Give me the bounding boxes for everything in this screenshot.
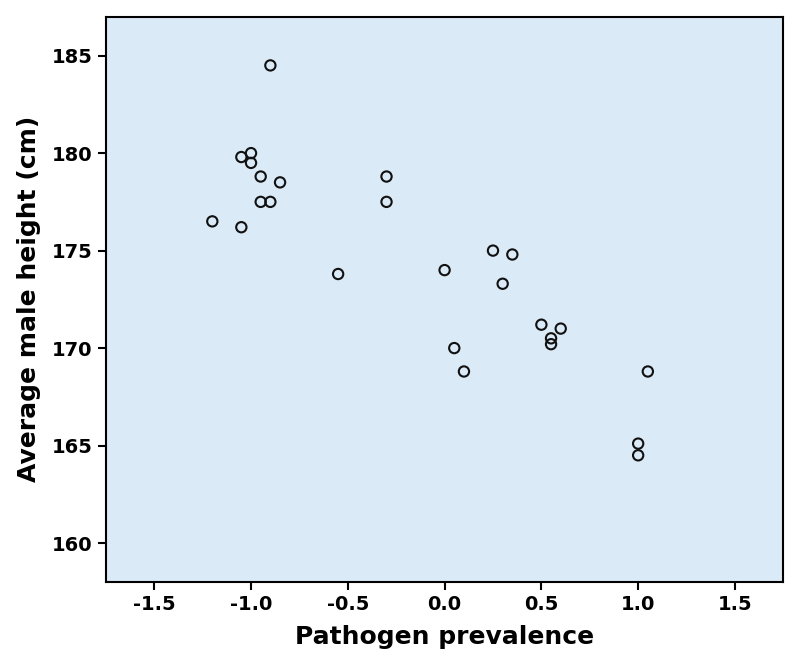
Point (245, 148, 258, 159)
Point (632, 450, 645, 461)
Point (458, 366, 470, 377)
Point (264, 196, 277, 207)
Point (545, 333, 558, 344)
Point (496, 278, 509, 289)
Point (486, 245, 499, 256)
Point (254, 196, 267, 207)
Point (254, 171, 267, 182)
X-axis label: Pathogen prevalence: Pathogen prevalence (295, 625, 594, 649)
Point (235, 222, 248, 232)
Point (506, 249, 518, 260)
Point (235, 152, 248, 163)
Point (332, 268, 345, 279)
Point (554, 323, 567, 334)
Point (380, 196, 393, 207)
Point (545, 339, 558, 350)
Y-axis label: Average male height (cm): Average male height (cm) (17, 117, 41, 482)
Point (632, 438, 645, 449)
Point (448, 343, 461, 354)
Point (245, 158, 258, 168)
Point (264, 60, 277, 71)
Point (380, 171, 393, 182)
Point (438, 265, 451, 276)
Point (642, 366, 654, 377)
Point (535, 320, 548, 330)
Point (206, 216, 218, 226)
Point (274, 177, 286, 188)
